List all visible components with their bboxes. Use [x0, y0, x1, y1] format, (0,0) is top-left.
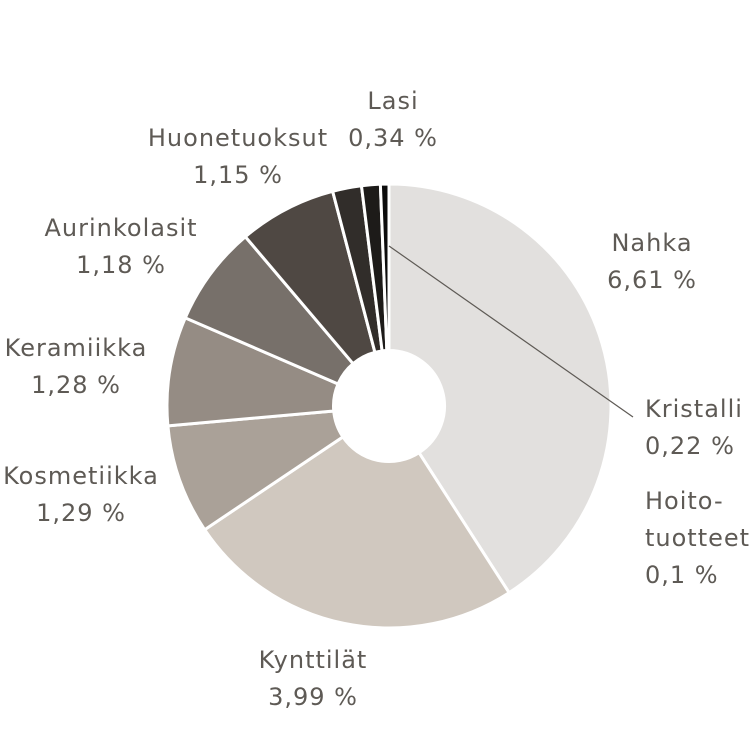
label-name: Kynttilät	[259, 646, 368, 674]
label-name: Huonetuoksut	[148, 124, 328, 152]
label-aurinkolasit: Aurinkolasit 1,18 %	[44, 214, 197, 279]
label-name: tuotteet	[645, 524, 750, 552]
slice-kynttilat	[202, 434, 512, 630]
label-name: Lasi	[367, 87, 418, 115]
label-name: Keramiikka	[5, 334, 148, 362]
kristalli-leader-line	[388, 245, 634, 418]
label-kosmetiikka: Kosmetiikka 1,29 %	[3, 462, 159, 527]
label-value: 6,61 %	[607, 266, 697, 294]
label-value: 1,15 %	[193, 161, 283, 189]
label-lasi: Lasi 0,34 %	[348, 87, 438, 152]
label-name: Nahka	[611, 229, 692, 257]
slices-group	[165, 182, 613, 630]
label-name: Aurinkolasit	[44, 214, 197, 242]
label-kynttilat: Kynttilät 3,99 %	[259, 646, 368, 711]
label-hoito-tuotteet: Hoito-tuotteet 0,1 %	[645, 487, 750, 589]
label-value: 1,18 %	[76, 251, 166, 279]
label-keramiikka: Keramiikka 1,28 %	[5, 334, 148, 399]
label-value: 1,28 %	[31, 371, 121, 399]
label-value: 1,29 %	[36, 499, 126, 527]
label-value: 0,1 %	[645, 561, 719, 589]
labels-group: Nahka 6,61 % Kynttilät 3,99 % Kosmetiikka 1,2…	[3, 87, 750, 711]
label-value: 0,34 %	[348, 124, 438, 152]
slice-hoito-tuotteet	[378, 182, 391, 353]
label-name: Kristalli	[645, 395, 743, 423]
label-value: 3,99 %	[268, 683, 358, 711]
label-name: Hoito-	[645, 487, 724, 515]
label-name: Kosmetiikka	[3, 462, 159, 490]
label-huonetuoksut: Huonetuoksut 1,15 %	[148, 124, 328, 189]
label-value: 0,22 %	[645, 432, 735, 460]
label-nahka: Nahka 6,61 %	[607, 229, 697, 294]
label-kristalli: Kristalli 0,22 %	[645, 395, 743, 460]
